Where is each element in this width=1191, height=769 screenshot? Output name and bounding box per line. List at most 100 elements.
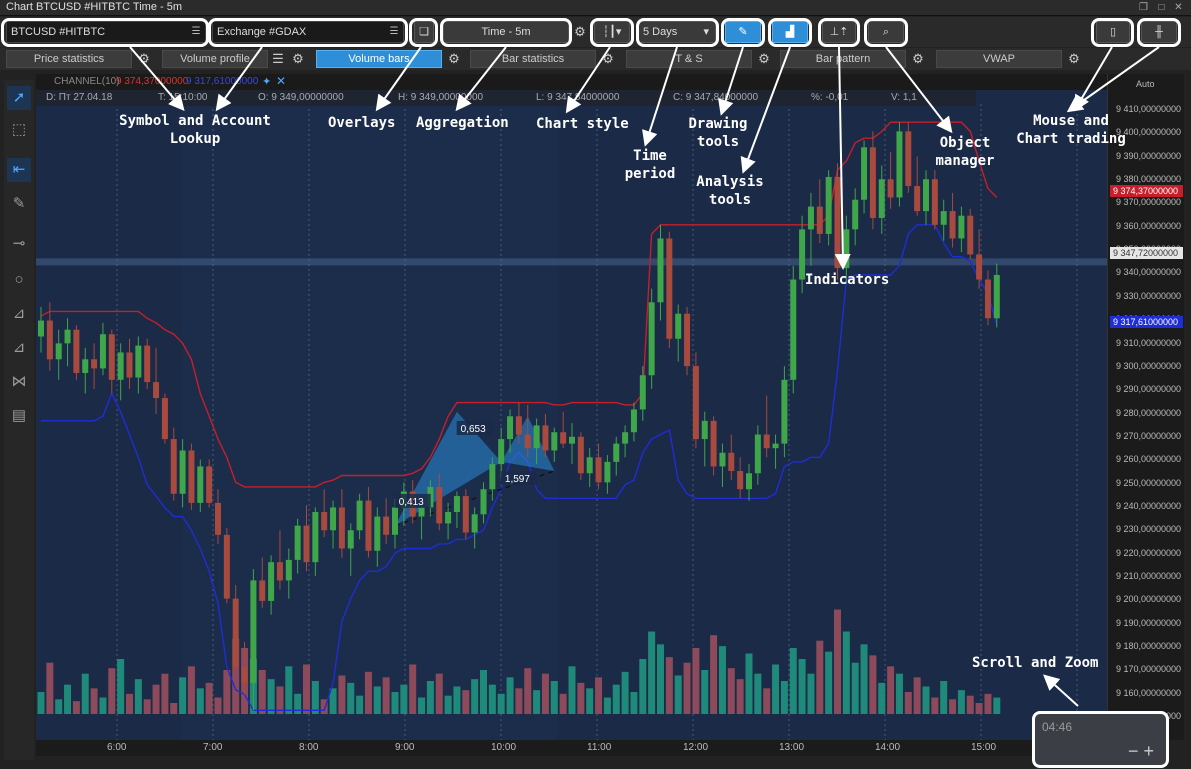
- panel-bar-pattern[interactable]: Bar pattern: [780, 50, 906, 68]
- close-icon[interactable]: ✕: [1174, 2, 1183, 13]
- overlays-icon: ❏: [419, 26, 429, 38]
- price-tick: 9 260,00000000: [1116, 454, 1182, 465]
- pen-lock-icon[interactable]: ✎: [12, 195, 26, 212]
- price-tick: 9 220,00000000: [1116, 547, 1182, 558]
- list-icon[interactable]: ☰: [389, 26, 399, 37]
- candle-body: [515, 416, 522, 435]
- time-tick: 10:00: [491, 742, 517, 753]
- chart-trading-button[interactable]: ╫: [1141, 21, 1177, 43]
- candle-body: [896, 131, 903, 198]
- range-icon[interactable]: ⇤: [7, 158, 31, 182]
- volume-bar: [435, 673, 443, 714]
- autoscale-label[interactable]: Auto: [1136, 79, 1155, 89]
- close-icon[interactable]: ✕: [276, 74, 287, 88]
- account-field[interactable]: Exchange #GDAX ☰: [212, 21, 404, 43]
- panel-vwap[interactable]: VWAP: [936, 50, 1062, 68]
- candle-body: [259, 580, 266, 601]
- panel-time-and-sales[interactable]: T & S: [626, 50, 752, 68]
- scroll-zoom-widget[interactable]: 04:46 − +: [1034, 713, 1167, 766]
- fib-icon[interactable]: ⊿: [12, 305, 26, 322]
- candle-body: [675, 313, 682, 339]
- volume-bar: [692, 648, 700, 714]
- aggregation-button[interactable]: Time - 5m: [443, 21, 569, 43]
- left-toolbar: ➚ ⬚ ⇤ ✎ ⊸ ○ ⊿ ⊿ ⋈ ▤: [4, 80, 34, 760]
- info-date: D: Пт 27.04.18: [46, 92, 113, 103]
- chart-area[interactable]: 0,413 0,653 1,597: [36, 74, 1107, 740]
- gear-icon[interactable]: ⚙: [138, 51, 150, 66]
- panel-volume-bars[interactable]: Volume bars: [316, 50, 442, 68]
- chart-style-button[interactable]: ┆┃▾: [594, 21, 630, 43]
- ruler-icon[interactable]: ▤: [11, 407, 27, 424]
- panel-volume-profile[interactable]: Volume profile: [162, 50, 268, 68]
- candle-body: [232, 598, 239, 668]
- candle-body: [241, 667, 248, 683]
- volume-bar: [81, 673, 89, 714]
- list-icon[interactable]: ☰: [191, 26, 201, 37]
- sort-icon[interactable]: ☰: [272, 51, 284, 66]
- gear-icon[interactable]: ⚙: [574, 24, 586, 39]
- overlays-button[interactable]: ❏: [414, 21, 434, 43]
- price-tick: 9 280,00000000: [1116, 407, 1182, 418]
- volume-bar: [205, 682, 213, 714]
- gann-icon[interactable]: ⋈: [11, 373, 27, 390]
- cursor-icon[interactable]: ➚: [7, 86, 31, 110]
- price-tick: 9 210,00000000: [1116, 571, 1182, 581]
- line-icon[interactable]: ⊸: [12, 235, 26, 252]
- panel-bar-statistics[interactable]: Bar statistics: [470, 50, 596, 68]
- highlight-account: [208, 18, 408, 47]
- highlight-drawing: [721, 18, 765, 47]
- mouse-trading-button[interactable]: ▯: [1096, 21, 1130, 43]
- time-tick: 13:00: [779, 742, 805, 753]
- panel-price-statistics[interactable]: Price statistics: [6, 50, 132, 68]
- volume-bar: [541, 673, 549, 714]
- candle-body: [684, 313, 691, 367]
- candle-body: [179, 450, 186, 494]
- maximize-icon[interactable]: □: [1158, 2, 1165, 13]
- volume-bar: [267, 679, 275, 714]
- candle-body: [524, 434, 531, 449]
- zoom-controls[interactable]: − +: [1128, 741, 1155, 761]
- account-field-text: Exchange #GDAX: [217, 26, 307, 38]
- symbol-field[interactable]: BTCUSD #HITBTC ☰: [6, 21, 206, 43]
- time-axis[interactable]: 6:00 7:00 8:00 9:00 10:00 11:00 12:00 13:00 14:0…: [36, 740, 1107, 756]
- gear-icon[interactable]: ⚙: [448, 51, 460, 66]
- drawing-tools-button[interactable]: ✎: [725, 21, 761, 43]
- window-title: Chart BTCUSD #HITBTC Time - 5m: [6, 1, 183, 13]
- candle-body: [365, 500, 372, 551]
- volume-bar: [285, 666, 293, 714]
- analysis-tools-button[interactable]: ▟: [772, 21, 808, 43]
- candle-body: [126, 352, 133, 378]
- object-manager-button[interactable]: ⌕: [868, 21, 904, 43]
- candle-body: [153, 382, 160, 399]
- volume-bar: [550, 681, 558, 714]
- volume-bar: [134, 679, 142, 714]
- fib-extension-icon[interactable]: ⊿: [12, 339, 26, 356]
- candle-body: [993, 274, 1000, 319]
- indicators-button[interactable]: ⊥⇡: [822, 21, 856, 43]
- candle-body: [135, 345, 142, 378]
- gear-icon[interactable]: ⚙: [602, 51, 614, 66]
- price-chart[interactable]: 0,413 0,653 1,597: [36, 74, 1107, 740]
- candle-body: [330, 507, 337, 531]
- volume-bar: [453, 686, 461, 714]
- annotation-chart-style: Chart style: [536, 116, 629, 132]
- selection-icon[interactable]: ⬚: [11, 121, 27, 138]
- restore-icon[interactable]: ❐: [1139, 2, 1148, 13]
- circle-icon[interactable]: ○: [14, 271, 24, 288]
- gear-icon[interactable]: ⚙: [912, 51, 924, 66]
- candle-body: [816, 206, 823, 234]
- candle-body: [728, 452, 735, 471]
- candle-body: [701, 420, 708, 440]
- gear-icon[interactable]: ⚙: [1068, 51, 1080, 66]
- gear-icon[interactable]: ⚙: [292, 51, 304, 66]
- volume-bar: [904, 692, 912, 714]
- highlight-chart-style: [590, 18, 634, 47]
- panel-label: Bar pattern: [815, 53, 871, 65]
- volume-bar: [754, 673, 762, 714]
- candle-body: [967, 215, 974, 255]
- gear-icon[interactable]: ⚙: [758, 51, 770, 66]
- price-axis[interactable]: Auto 9 410,00000000 9 400,00000000 9 390,0…: [1107, 74, 1184, 740]
- candle-body: [931, 179, 938, 225]
- wrench-icon[interactable]: ✦: [262, 76, 272, 88]
- volume-bar: [232, 638, 240, 714]
